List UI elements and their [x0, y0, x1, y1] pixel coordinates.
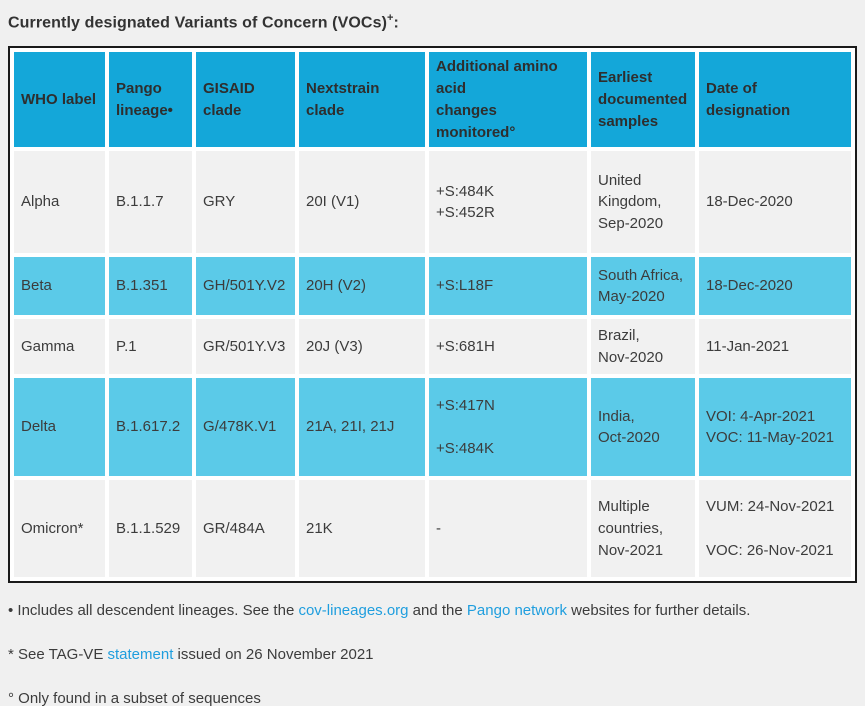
footnote-lineages: • Includes all descendent lineages. See …: [8, 602, 857, 619]
cell-earliest-samples: India, Oct-2020: [591, 378, 695, 477]
table-row-omicron: Omicron* B.1.1.529 GR/484A 21K - Multipl…: [14, 480, 851, 578]
cell-earliest-samples: Multiple countries, Nov-2021: [591, 480, 695, 578]
footnote-tagve-pre: * See TAG-VE: [8, 646, 108, 664]
cell-who-label: Omicron*: [14, 480, 105, 578]
table-header-row: WHO label Pango lineage• GISAID clade Ne…: [14, 52, 851, 148]
table-row-delta: Delta B.1.617.2 G/478K.V1 21A, 21I, 21J …: [14, 378, 851, 477]
footnote-tagve: * See TAG-VE statement issued on 26 Nove…: [8, 646, 857, 663]
pango-network-link[interactable]: Pango network: [466, 602, 567, 620]
cell-who-label: Alpha: [14, 151, 105, 254]
footnote-subset: ° Only found in a subset of sequences: [8, 690, 261, 706]
footnote-tagve-post: issued on 26 November 2021: [173, 646, 374, 664]
cell-who-label: Gamma: [14, 319, 105, 375]
cell-pango-lineage: B.1.1.529: [109, 480, 192, 578]
cell-nextstrain-clade: 20I (V1): [299, 151, 425, 254]
voc-table: WHO label Pango lineage• GISAID clade Ne…: [8, 46, 857, 584]
cell-nextstrain-clade: 20J (V3): [299, 319, 425, 375]
table-row-alpha: Alpha B.1.1.7 GRY 20I (V1) +S:484K +S:45…: [14, 151, 851, 254]
column-header-pango-lineage: Pango lineage•: [109, 52, 192, 148]
cell-pango-lineage: B.1.617.2: [109, 378, 192, 477]
footnotes: • Includes all descendent lineages. See …: [8, 602, 857, 706]
cell-amino-acid-changes: +S:L18F: [429, 257, 587, 316]
cell-amino-acid-changes: +S:484K +S:452R: [429, 151, 587, 254]
cell-date-designation: 18-Dec-2020: [699, 151, 851, 254]
column-header-who-label: WHO label: [14, 52, 105, 148]
cell-earliest-samples: South Africa, May-2020: [591, 257, 695, 316]
cell-gisaid-clade: G/478K.V1: [196, 378, 295, 477]
page-title-colon: :: [393, 14, 399, 32]
footnote-lineages-pre: • Includes all descendent lineages. See …: [8, 602, 299, 620]
cell-date-designation: VOI: 4-Apr-2021 VOC: 11-May-2021: [699, 378, 851, 477]
cell-earliest-samples: Brazil, Nov-2020: [591, 319, 695, 375]
column-header-date-designation: Date of designation: [699, 52, 851, 148]
cell-earliest-samples: United Kingdom, Sep-2020: [591, 151, 695, 254]
column-header-nextstrain-clade: Nextstrain clade: [299, 52, 425, 148]
cell-gisaid-clade: GRY: [196, 151, 295, 254]
cell-gisaid-clade: GH/501Y.V2: [196, 257, 295, 316]
cov-lineages-link[interactable]: cov-lineages.org: [298, 602, 409, 620]
cell-nextstrain-clade: 21K: [299, 480, 425, 578]
table-row-beta: Beta B.1.351 GH/501Y.V2 20H (V2) +S:L18F…: [14, 257, 851, 316]
cell-gisaid-clade: GR/501Y.V3: [196, 319, 295, 375]
page-title: Currently designated Variants of Concern…: [8, 12, 857, 32]
footnote-lineages-post: websites for further details.: [566, 602, 751, 620]
page-title-text: Currently designated Variants of Concern…: [8, 14, 387, 32]
cell-date-designation: VUM: 24-Nov-2021 VOC: 26-Nov-2021: [699, 480, 851, 578]
cell-amino-acid-changes: +S:417N +S:484K: [429, 378, 587, 477]
cell-date-designation: 11-Jan-2021: [699, 319, 851, 375]
cell-date-designation: 18-Dec-2020: [699, 257, 851, 316]
cell-amino-acid-changes: +S:681H: [429, 319, 587, 375]
cell-nextstrain-clade: 21A, 21I, 21J: [299, 378, 425, 477]
cell-amino-acid-changes: -: [429, 480, 587, 578]
cell-who-label: Beta: [14, 257, 105, 316]
column-header-earliest-samples: Earliest documented samples: [591, 52, 695, 148]
cell-pango-lineage: P.1: [109, 319, 192, 375]
column-header-gisaid-clade: GISAID clade: [196, 52, 295, 148]
column-header-amino-acid-changes: Additional amino acid changes monitored°: [429, 52, 587, 148]
table-row-gamma: Gamma P.1 GR/501Y.V3 20J (V3) +S:681H Br…: [14, 319, 851, 375]
cell-who-label: Delta: [14, 378, 105, 477]
footnote-lineages-mid: and the: [408, 602, 467, 620]
cell-pango-lineage: B.1.1.7: [109, 151, 192, 254]
cell-pango-lineage: B.1.351: [109, 257, 192, 316]
cell-gisaid-clade: GR/484A: [196, 480, 295, 578]
page-title-superscript: +: [387, 12, 394, 24]
tagve-statement-link[interactable]: statement: [107, 646, 174, 664]
cell-nextstrain-clade: 20H (V2): [299, 257, 425, 316]
